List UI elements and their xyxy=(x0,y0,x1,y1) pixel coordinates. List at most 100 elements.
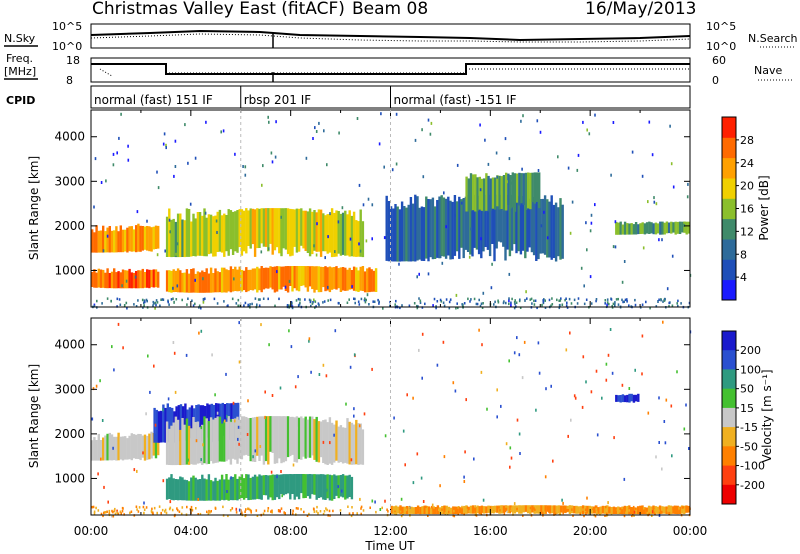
echo-mark xyxy=(275,474,279,498)
echo-mark xyxy=(438,196,441,259)
ground-scatter-mark xyxy=(322,301,324,304)
ground-scatter-mark xyxy=(641,303,644,306)
noise-mark xyxy=(173,300,175,304)
noise-mark xyxy=(463,480,466,483)
echo-mark xyxy=(335,210,338,257)
noise-mark xyxy=(670,162,673,166)
echo-mark xyxy=(311,416,314,456)
echo-mark xyxy=(623,395,627,403)
ground-scatter-mark xyxy=(168,303,170,306)
echo-mark xyxy=(400,201,404,262)
echo-mark xyxy=(154,269,158,288)
ground-scatter-mark xyxy=(531,507,534,510)
echo-mark xyxy=(498,175,501,210)
noise-mark xyxy=(445,225,447,229)
noise-mark xyxy=(607,501,609,505)
ground-scatter-mark xyxy=(628,304,630,307)
ground-scatter-mark xyxy=(245,508,247,511)
noise-mark xyxy=(198,331,200,335)
echo-mark xyxy=(537,505,541,514)
echo-mark xyxy=(141,226,144,251)
echo-mark xyxy=(170,270,173,293)
echo-mark xyxy=(352,424,356,465)
ground-scatter-mark xyxy=(416,304,418,308)
echo-mark xyxy=(510,194,514,251)
echo-mark xyxy=(315,416,318,462)
noise-mark xyxy=(276,475,278,479)
echo-mark xyxy=(311,266,314,290)
echo-mark xyxy=(359,266,362,291)
noise-mark xyxy=(169,500,172,504)
noise-mark xyxy=(671,454,673,458)
echo-mark xyxy=(286,208,290,255)
echo-mark xyxy=(630,223,633,235)
echo-mark xyxy=(269,266,272,288)
noise-mark xyxy=(153,364,155,368)
ground-scatter-mark xyxy=(92,505,95,509)
noise-mark xyxy=(242,165,244,168)
ground-scatter-mark xyxy=(583,302,586,306)
echo-mark xyxy=(535,505,539,514)
noise-mark xyxy=(518,353,521,357)
noise-mark xyxy=(200,329,203,333)
ground-scatter-mark xyxy=(475,302,478,306)
noise-mark xyxy=(590,221,593,225)
echo-mark xyxy=(500,176,503,209)
noise-mark xyxy=(329,212,331,216)
echo-mark xyxy=(463,505,466,514)
echo-mark xyxy=(612,506,616,514)
echo-mark xyxy=(260,208,263,244)
noise-mark xyxy=(567,434,569,438)
ground-scatter-mark xyxy=(643,507,645,510)
ground-scatter-mark xyxy=(329,298,332,302)
echo-mark xyxy=(665,506,668,514)
noise-mark xyxy=(112,152,115,156)
echo-mark xyxy=(614,507,618,514)
ground-scatter-mark xyxy=(309,300,312,304)
cpid-segment-label: rbsp 201 IF xyxy=(244,93,311,107)
noise-mark xyxy=(454,214,456,217)
ground-scatter-mark xyxy=(135,305,138,308)
ground-scatter-mark xyxy=(567,509,570,512)
echo-mark xyxy=(542,505,545,514)
ground-scatter-mark xyxy=(114,507,116,511)
ground-scatter-mark xyxy=(325,507,327,510)
ground-scatter-mark xyxy=(505,508,508,511)
echo-mark xyxy=(172,218,175,257)
ground-scatter-mark xyxy=(329,514,331,517)
noise-mark xyxy=(341,206,344,210)
echo-mark xyxy=(474,174,477,212)
echo-mark xyxy=(141,268,144,289)
noise-mark xyxy=(516,336,518,340)
echo-mark xyxy=(486,195,490,250)
echo-mark xyxy=(507,505,510,514)
noise-mark xyxy=(383,165,385,169)
ground-scatter-mark xyxy=(298,303,301,306)
noise-mark xyxy=(586,248,588,252)
echo-mark xyxy=(493,194,496,262)
noise-mark xyxy=(316,222,318,226)
echo-mark xyxy=(350,476,354,500)
echo-mark xyxy=(637,393,640,402)
ground-scatter-mark xyxy=(654,513,656,516)
echo-mark xyxy=(183,479,186,501)
noise-mark xyxy=(613,436,615,440)
ground-scatter-mark xyxy=(662,300,664,303)
cpid-segment-label: normal (fast) -151 IF xyxy=(394,93,517,107)
ground-scatter-mark xyxy=(457,506,459,509)
echo-mark xyxy=(352,211,356,257)
echo-mark xyxy=(113,230,116,253)
colorbar-tick-label: -200 xyxy=(740,479,765,492)
echo-mark xyxy=(253,417,257,462)
echo-mark xyxy=(641,222,644,234)
echo-mark xyxy=(234,474,237,501)
noise-mark xyxy=(146,219,148,223)
ground-scatter-mark xyxy=(348,512,351,515)
echo-mark xyxy=(674,505,677,514)
echo-mark xyxy=(282,266,285,287)
ground-scatter-mark xyxy=(111,509,113,513)
ground-scatter-mark xyxy=(585,298,588,301)
noise-mark xyxy=(194,156,197,160)
echo-mark xyxy=(654,222,658,235)
echo-mark xyxy=(645,222,649,234)
